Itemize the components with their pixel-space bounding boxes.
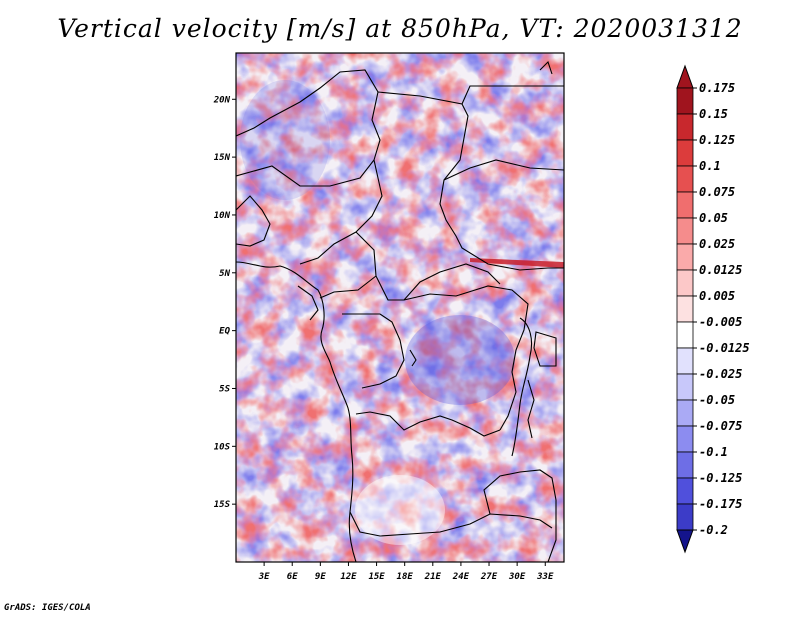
- colorbar-segment: [676, 425, 694, 453]
- coastlines-borders: [236, 60, 564, 562]
- map-panel: [236, 53, 564, 562]
- colorbar-segment: [676, 399, 694, 427]
- x-tick-label: 24E: [452, 572, 470, 582]
- colorbar-label: 0.025: [699, 237, 735, 251]
- x-tick-label: 15E: [368, 572, 385, 582]
- colorbar-label: -0.025: [699, 367, 742, 381]
- velocity-field: [236, 53, 564, 562]
- neutral-region-angola: [355, 475, 445, 545]
- colorbar-segment: [676, 191, 694, 219]
- colorbar-label: 0.125: [699, 133, 735, 147]
- x-tick-label: 21E: [424, 572, 442, 582]
- colorbar-label: 0.075: [699, 185, 735, 199]
- colorbar-label: -0.2: [699, 523, 728, 537]
- map-frame: [235, 52, 565, 563]
- colorbar-label: -0.125: [699, 471, 742, 485]
- y-tick-label: 10N: [214, 211, 231, 221]
- colorbar-segment: [676, 113, 694, 141]
- x-axis: 3E 6E 9E 12E 15E 18E 21E 24E 27E 30E 33E: [258, 562, 554, 582]
- x-tick-label: 6E: [287, 572, 298, 582]
- y-axis: 20N 15N 10N 5N EQ 5S 10S 15S: [213, 95, 236, 510]
- x-tick-label: 18E: [397, 572, 414, 582]
- colorbar-segment: [676, 477, 694, 505]
- colorbar: 0.175 0.15 0.125 0.1 0.075 0.05 0.025 0.0125 0.0…: [676, 64, 750, 554]
- colorbar-segment: [676, 165, 694, 193]
- colorbar-segment: [676, 243, 694, 271]
- x-tick-label: 33E: [536, 572, 554, 582]
- colorbar-min-arrow: [676, 529, 694, 554]
- colorbar-segment: [676, 295, 694, 323]
- x-tick-label: 9E: [315, 572, 326, 582]
- x-tick-label: 3E: [258, 572, 270, 582]
- colorbar-segment: [676, 87, 694, 115]
- colorbar-label: -0.005: [699, 315, 742, 329]
- colorbar-segment: [676, 139, 694, 167]
- ascent-region-sahara: [240, 80, 330, 200]
- colorbar-label: -0.1: [699, 445, 728, 459]
- colorbar-label: 0.0125: [699, 263, 742, 277]
- colorbar-segment: [676, 217, 694, 245]
- colorbar-label: 0.175: [699, 81, 735, 95]
- colorbar-segment: [676, 347, 694, 375]
- y-tick-label: 15S: [214, 500, 231, 510]
- colorbar-label: -0.05: [699, 393, 735, 407]
- colorbar-label: 0.1: [699, 159, 721, 173]
- colorbar-label: 0.05: [699, 211, 728, 225]
- colorbar-segment: [676, 503, 694, 531]
- ascent-region-congo: [405, 315, 515, 405]
- y-tick-label: 5N: [219, 269, 230, 279]
- colorbar-max-arrow: [676, 64, 694, 89]
- y-tick-label: 5S: [219, 384, 230, 394]
- y-tick-label: EQ: [219, 327, 230, 337]
- descent-band: [470, 258, 564, 268]
- x-tick-label: 12E: [340, 572, 357, 582]
- credit-label: GrADS: IGES/COLA: [4, 603, 91, 613]
- colorbar-label: -0.075: [699, 419, 742, 433]
- colorbar-label: 0.15: [699, 107, 728, 121]
- colorbar-label: -0.175: [699, 497, 742, 511]
- colorbar-segment: [676, 451, 694, 479]
- chart-title: Vertical velocity [m/s] at 850hPa, VT: 2…: [57, 14, 743, 43]
- colorbar-label: -0.0125: [699, 341, 750, 355]
- y-tick-label: 20N: [213, 95, 231, 105]
- y-tick-label: 15N: [214, 153, 231, 163]
- colorbar-label: 0.005: [699, 289, 735, 303]
- colorbar-segment: [676, 269, 694, 297]
- y-tick-label: 10S: [214, 442, 231, 452]
- x-tick-label: 27E: [480, 572, 498, 582]
- x-tick-label: 30E: [508, 572, 526, 582]
- colorbar-segment: [676, 321, 694, 349]
- colorbar-segment: [676, 373, 694, 401]
